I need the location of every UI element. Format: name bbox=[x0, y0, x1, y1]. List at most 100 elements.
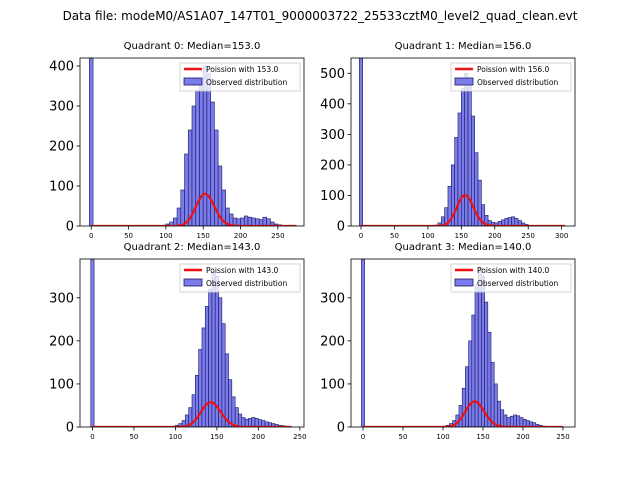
x-tick-label: 150 bbox=[455, 232, 468, 240]
legend-box bbox=[179, 62, 301, 92]
legend-label-poisson: Poission with 153.0 bbox=[206, 65, 279, 74]
bar bbox=[206, 73, 211, 226]
bar bbox=[218, 297, 223, 427]
subplot-quadrant-3: Quadrant 3: Median=140.0 0 50 100 150 200 250… bbox=[320, 242, 576, 441]
legend-label-observed: Observed distribution bbox=[477, 279, 558, 288]
bar bbox=[240, 217, 245, 226]
axes-frame bbox=[350, 57, 576, 227]
x-tick-label: 50 bbox=[399, 433, 408, 441]
bar bbox=[487, 331, 492, 427]
bar-zero-bin bbox=[359, 58, 364, 226]
bar bbox=[513, 414, 517, 427]
bar bbox=[519, 417, 524, 427]
legend-label-observed: Observed distribution bbox=[206, 78, 287, 87]
bar bbox=[503, 414, 508, 427]
legend: Poission with 143.0 Observed distributio… bbox=[179, 263, 301, 293]
y-tick-label: 200 bbox=[49, 334, 74, 349]
x-tick-label: 150 bbox=[210, 433, 223, 441]
bar-zero-bin bbox=[90, 259, 95, 427]
plot-area: 0 50 100 150 200 250 300 0 100 200 300 400 500 bbox=[320, 57, 576, 240]
x-tick-label: 150 bbox=[197, 232, 210, 240]
x-tick-label: 0 bbox=[89, 232, 93, 240]
x-tick-label: 250 bbox=[522, 232, 535, 240]
legend-label-poisson: Poission with 156.0 bbox=[477, 65, 550, 74]
axes-frame bbox=[79, 258, 305, 428]
x-tick-label: 250 bbox=[556, 433, 569, 441]
y-tick-label: 300 bbox=[320, 128, 345, 143]
bar bbox=[238, 413, 243, 427]
legend: Poission with 153.0 Observed distributio… bbox=[179, 62, 301, 92]
x-tick-label: 200 bbox=[488, 232, 501, 240]
bar bbox=[184, 153, 189, 226]
bar bbox=[251, 217, 256, 226]
y-tick-label: 200 bbox=[320, 334, 345, 349]
y-tick-label: 100 bbox=[49, 377, 74, 392]
bar bbox=[461, 88, 465, 226]
y-tick-label: 300 bbox=[320, 291, 345, 306]
poisson-curve bbox=[92, 401, 292, 427]
bar bbox=[204, 306, 209, 427]
subplot-quadrant-2: Quadrant 2: Median=143.0 0 50 100 150 200 250… bbox=[49, 242, 306, 441]
x-tick-label: 250 bbox=[293, 433, 306, 441]
bar bbox=[484, 301, 489, 427]
bar bbox=[471, 314, 476, 427]
legend-patch-swatch bbox=[183, 278, 203, 287]
subplot-title: Quadrant 2: Median=143.0 bbox=[124, 242, 261, 253]
bar bbox=[187, 129, 193, 226]
x-tick-label: 50 bbox=[129, 433, 138, 441]
y-tick-label: 200 bbox=[320, 158, 345, 173]
bar bbox=[176, 207, 182, 226]
subplot-quadrant-1: Quadrant 1: Median=156.0 0 50 100 150 200 250… bbox=[320, 41, 576, 240]
y-tick-label: 400 bbox=[49, 60, 74, 75]
bar bbox=[493, 383, 498, 427]
plot-area: 0 50 100 150 200 250 0 100 200 300 400 bbox=[49, 57, 305, 240]
bar bbox=[511, 216, 516, 226]
x-tick-label: 0 bbox=[359, 232, 363, 240]
x-tick-label: 200 bbox=[516, 433, 529, 441]
bar bbox=[490, 362, 495, 427]
axes-frame bbox=[350, 258, 576, 428]
x-tick-label: 200 bbox=[252, 433, 265, 441]
bar bbox=[208, 288, 213, 427]
bar bbox=[262, 216, 267, 226]
subplot-title: Quadrant 3: Median=140.0 bbox=[395, 242, 532, 253]
subplot-quadrant-0: Quadrant 0: Median=153.0 0 50 100 150 200 250… bbox=[49, 41, 305, 240]
poisson-curve bbox=[362, 400, 564, 427]
plot-area: 0 50 100 150 200 250 0 100 200 300 bbox=[320, 258, 576, 441]
bar bbox=[251, 417, 256, 427]
bar bbox=[506, 417, 511, 427]
bar bbox=[461, 387, 466, 427]
x-tick-label: 100 bbox=[436, 433, 449, 441]
legend-label-observed: Observed distribution bbox=[206, 279, 287, 288]
y-tick-label: 0 bbox=[337, 220, 345, 235]
y-tick-label: 100 bbox=[320, 189, 345, 204]
bar bbox=[500, 409, 505, 427]
bar bbox=[243, 215, 249, 226]
bar bbox=[234, 407, 239, 427]
bar-zero-bin bbox=[361, 259, 365, 427]
y-tick-label: 100 bbox=[320, 377, 345, 392]
axes-frame bbox=[79, 57, 305, 227]
y-tick-label: 0 bbox=[337, 421, 345, 436]
poisson-curve bbox=[360, 194, 566, 226]
bar bbox=[228, 379, 233, 427]
bar bbox=[468, 340, 473, 427]
y-tick-label: 0 bbox=[66, 421, 74, 436]
figure-suptitle: Data file: modeM0/AS1A07_147T01_90000037… bbox=[63, 9, 578, 23]
bar bbox=[474, 284, 479, 427]
legend-patch-swatch bbox=[454, 77, 474, 86]
subplot-title: Quadrant 1: Median=156.0 bbox=[395, 41, 532, 52]
plot-area: 0 50 100 150 200 250 0 100 200 300 bbox=[49, 258, 307, 441]
bar bbox=[241, 417, 246, 427]
x-tick-label: 300 bbox=[555, 232, 568, 240]
bar bbox=[477, 179, 482, 226]
bar bbox=[199, 77, 204, 226]
bar bbox=[180, 189, 185, 226]
bar bbox=[247, 216, 253, 226]
y-tick-label: 300 bbox=[49, 100, 74, 115]
bar bbox=[504, 218, 509, 226]
legend-box bbox=[179, 263, 301, 293]
x-tick-label: 0 bbox=[361, 433, 365, 441]
x-tick-label: 50 bbox=[124, 232, 133, 240]
